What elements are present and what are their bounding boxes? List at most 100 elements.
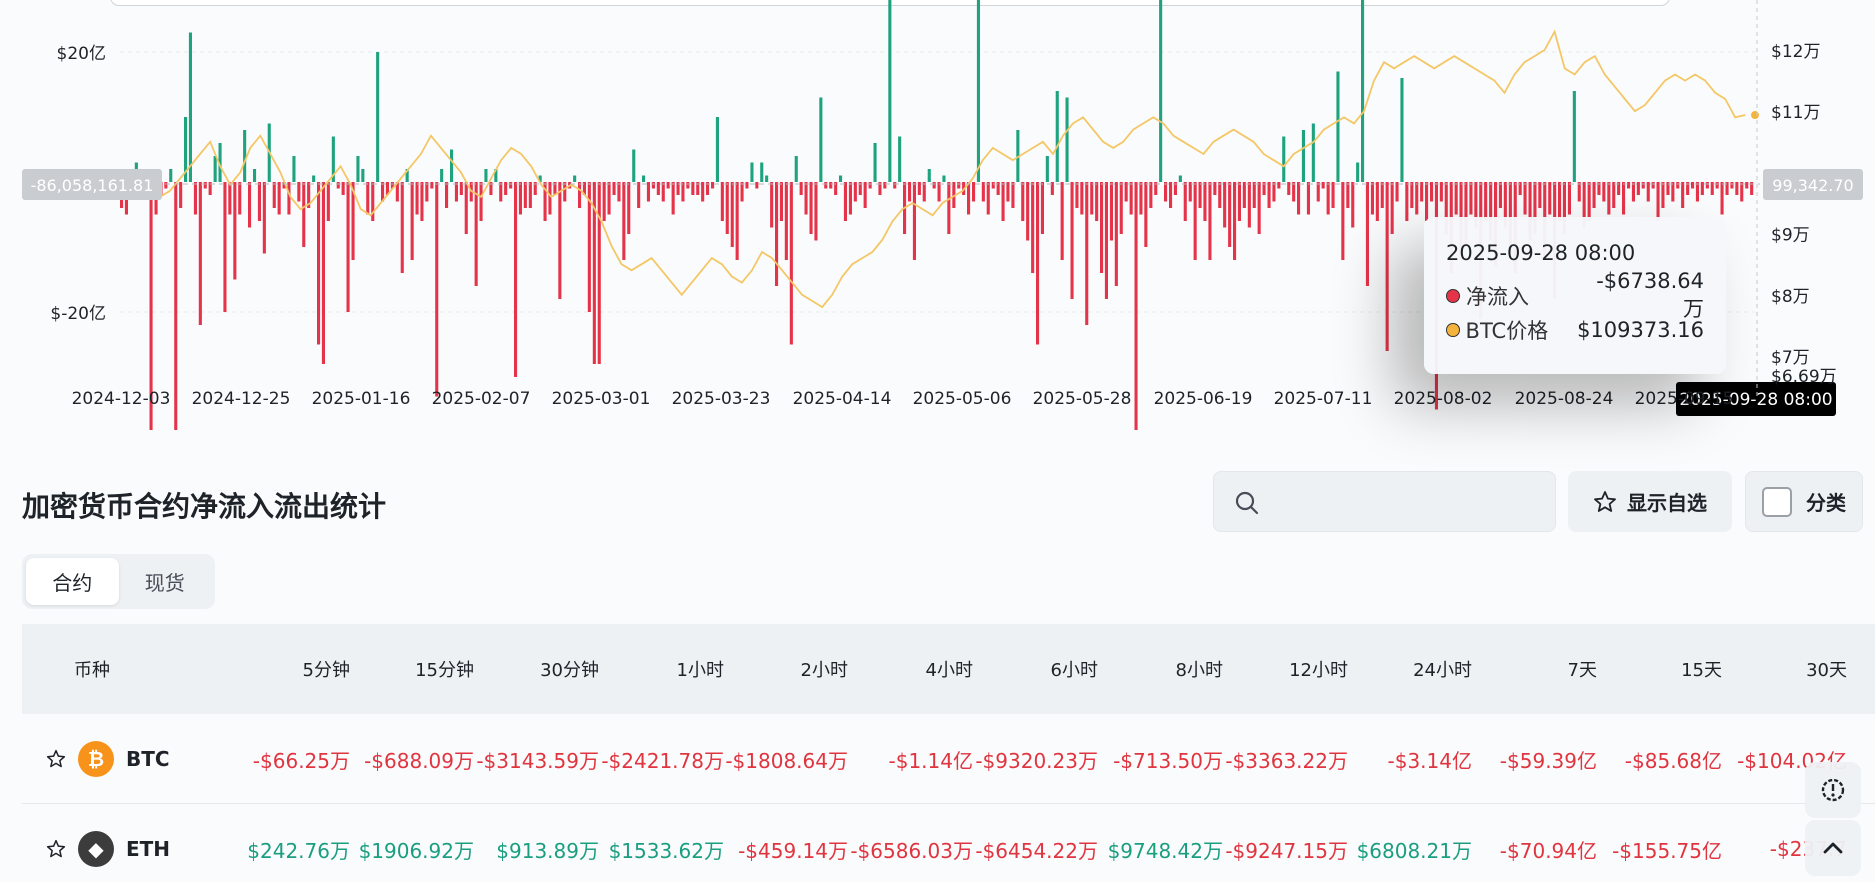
column-header[interactable]: 30天 [1806, 660, 1847, 681]
netflow-bar [1164, 182, 1168, 202]
netflow-bar [1627, 182, 1631, 189]
netflow-bar [1080, 182, 1084, 215]
netflow-bar [760, 162, 764, 182]
netflow-value: -$6454.22万 [975, 838, 1098, 863]
column-header[interactable]: 15天 [1681, 660, 1722, 681]
netflow-bar [1159, 0, 1163, 182]
column-header[interactable]: 30分钟 [540, 660, 599, 681]
netflow-bar [711, 182, 715, 189]
column-header[interactable]: 7天 [1567, 660, 1597, 681]
column-header[interactable]: 8小时 [1175, 660, 1223, 681]
feedback-button[interactable] [1805, 762, 1861, 818]
column-header[interactable]: 12小时 [1289, 660, 1348, 681]
column-header[interactable]: 15分钟 [415, 660, 474, 681]
netflow-bar [819, 97, 823, 182]
netflow-value: -$3.14亿 [1387, 748, 1472, 773]
netflow-bar [1326, 182, 1330, 215]
netflow-bar [991, 182, 995, 189]
netflow-value: -$3363.22万 [1225, 748, 1348, 773]
netflow-bar [1651, 182, 1655, 189]
netflow-bar [272, 182, 276, 208]
netflow-bar [218, 143, 222, 182]
netflow-bar [1331, 182, 1335, 208]
column-header[interactable]: 4小时 [925, 660, 973, 681]
show-favorites-button[interactable]: 显示自选 [1568, 471, 1732, 532]
favorite-star-icon[interactable] [46, 749, 66, 769]
netflow-bar [578, 182, 582, 208]
column-header[interactable]: 5分钟 [302, 660, 350, 681]
netflow-bar [514, 182, 518, 377]
netflow-bar [1686, 182, 1690, 195]
netflow-bar [440, 169, 444, 182]
netflow-bar [1617, 182, 1621, 195]
netflow-bar [248, 182, 252, 228]
netflow-bar [1134, 182, 1138, 430]
category-checkbox[interactable] [1762, 486, 1792, 517]
netflow-bar [1031, 182, 1035, 273]
search-input[interactable] [1213, 471, 1556, 532]
netflow-value: -$459.14万 [738, 838, 848, 863]
netflow-bar [454, 182, 458, 202]
table-row[interactable]: ◆ ETH $242.76万 $1906.92万 $913.89万 $1533.62万 -$… [22, 804, 1875, 882]
netflow-bar [1341, 182, 1345, 260]
netflow-bar [1287, 182, 1291, 195]
netflow-bar [1311, 123, 1315, 182]
netflow-bar [1306, 182, 1310, 215]
netflow-bar [1538, 182, 1542, 208]
netflow-bar [740, 182, 744, 202]
netflow-bar [425, 182, 429, 202]
netflow-bar [730, 182, 734, 247]
netflow-bar [972, 182, 976, 202]
netflow-bar [691, 182, 695, 195]
btc-price-polyline [159, 29, 1746, 309]
netflow-bar [1469, 182, 1473, 215]
netflow-bar [622, 182, 626, 260]
netflow-bar [445, 182, 449, 208]
netflow-bar [193, 182, 197, 215]
netflow-bar [981, 182, 985, 202]
column-header[interactable]: 24小时 [1413, 660, 1472, 681]
column-header[interactable]: 2小时 [800, 660, 848, 681]
netflow-value: -$9247.15万 [1225, 838, 1348, 863]
netflow-value: -$1808.64万 [725, 748, 848, 773]
netflow-bar [947, 182, 951, 234]
netflow-bar [287, 182, 291, 215]
netflow-bar [184, 117, 188, 182]
netflow-bar [646, 182, 650, 202]
netflow-bar [937, 182, 941, 202]
y-right-tick-label: $11万 [1771, 103, 1820, 123]
scroll-top-button[interactable] [1805, 820, 1861, 876]
netflow-chart[interactable]: -86,058,161.81 99,342.70 2025-09-28 08:00 … [0, 0, 1875, 430]
column-header[interactable]: 1小时 [676, 660, 724, 681]
tab-futures[interactable]: 合约 [26, 558, 119, 605]
netflow-bar [1361, 0, 1365, 182]
netflow-bar [671, 182, 675, 215]
tab-spot[interactable]: 现货 [144, 571, 185, 595]
netflow-bar [1178, 175, 1182, 182]
netflow-bar [213, 156, 217, 182]
chart-crosshair: -86,058,161.81 99,342.70 2025-09-28 08:00 [22, 169, 1863, 416]
netflow-bar [297, 182, 301, 202]
netflow-bar [484, 169, 488, 182]
netflow-bar [912, 182, 916, 260]
feedback-gear-icon [1821, 778, 1845, 802]
netflow-bar [346, 182, 350, 312]
netflow-bar [1681, 182, 1685, 208]
netflow-bar [262, 182, 266, 254]
column-header-coin[interactable]: 币种 [74, 660, 110, 681]
netflow-bar [587, 182, 591, 312]
netflow-bar [1006, 182, 1010, 202]
category-toggle[interactable]: 分类 [1745, 471, 1863, 532]
netflow-value: -$70.94亿 [1499, 838, 1597, 863]
netflow-bar [415, 182, 419, 215]
y-right-tick-label: $9万 [1771, 226, 1810, 246]
netflow-bar [1021, 182, 1025, 221]
table-row[interactable]: ₿ BTC -$66.25万 -$688.09万 -$3143.59万 -$2421.78… [22, 714, 1875, 804]
netflow-bar [908, 182, 912, 202]
favorite-star-icon[interactable] [46, 839, 66, 859]
netflow-bar [952, 182, 956, 208]
star-icon [1594, 490, 1616, 512]
netflow-bar [302, 182, 306, 247]
column-header[interactable]: 6小时 [1050, 660, 1098, 681]
netflow-bar [533, 182, 537, 195]
